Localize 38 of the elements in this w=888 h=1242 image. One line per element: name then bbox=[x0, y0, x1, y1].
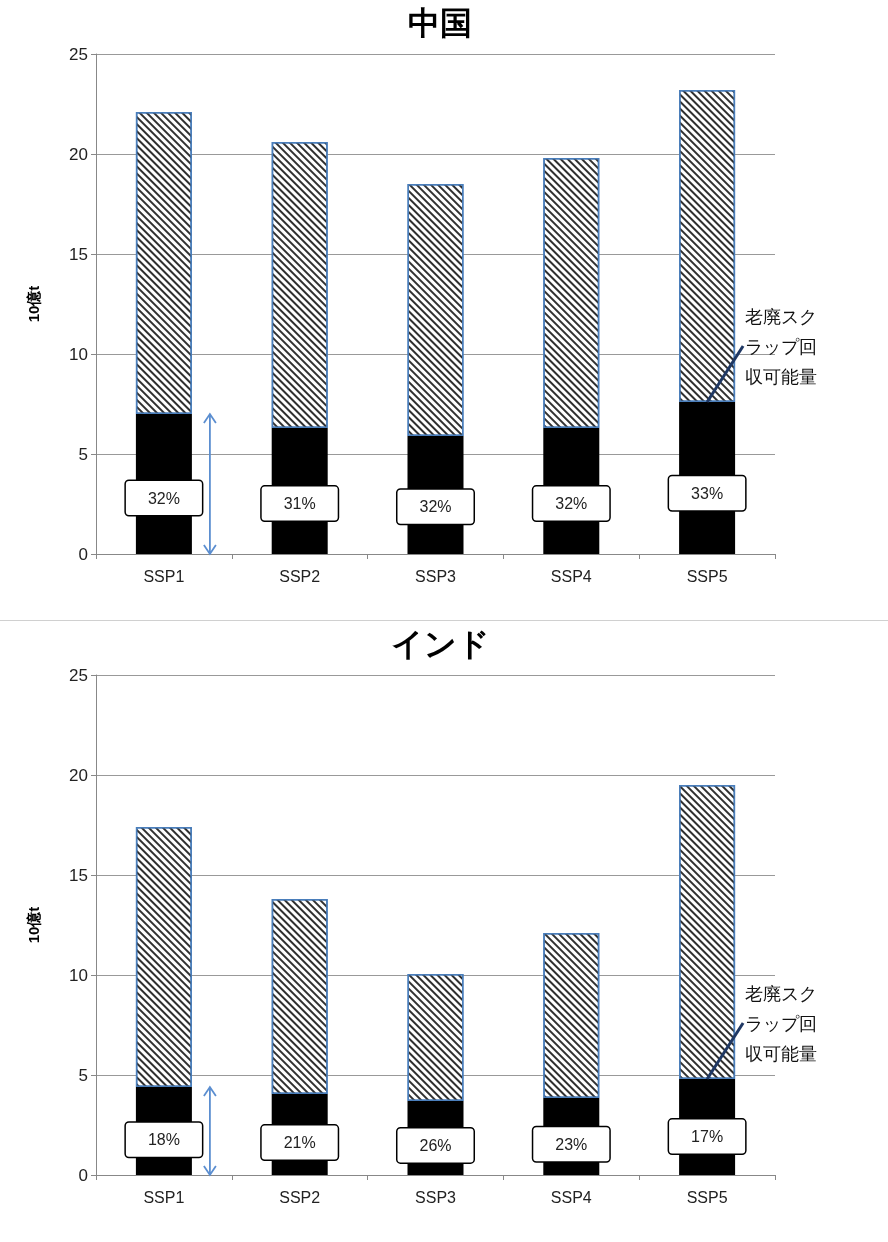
x-tick-label: SSP4 bbox=[550, 567, 592, 585]
x-tick-label: SSP1 bbox=[143, 1188, 185, 1206]
y-tick-label: 20 bbox=[69, 765, 88, 785]
annotation: 32% bbox=[555, 495, 588, 513]
annotation: 31% bbox=[283, 495, 316, 513]
y-tick-label: 5 bbox=[78, 444, 88, 464]
y-tick-label: 5 bbox=[78, 1065, 88, 1085]
x-tick-label: SSP2 bbox=[279, 567, 321, 585]
x-tick-label: SSP2 bbox=[279, 1188, 321, 1206]
annotation: 老廃スクラップ回収可能量 bbox=[745, 307, 818, 387]
x-tick-label: SSP5 bbox=[686, 1188, 728, 1206]
y-tick-label: 20 bbox=[69, 144, 88, 164]
y-tick-label: 10 bbox=[69, 965, 88, 985]
y-tick-label: 0 bbox=[78, 544, 88, 564]
y-tick-label: 0 bbox=[78, 1165, 88, 1185]
x-tick-label: SSP3 bbox=[415, 567, 457, 585]
y-tick-label: 25 bbox=[69, 665, 88, 685]
x-tick-label: SSP3 bbox=[415, 1188, 457, 1206]
annotation: 18% bbox=[147, 1131, 180, 1149]
y-tick-label: 10 bbox=[69, 344, 88, 364]
annotation: 32% bbox=[147, 489, 180, 507]
annotation: 26% bbox=[419, 1136, 452, 1154]
annotation: 33% bbox=[691, 484, 724, 502]
annotation: 23% bbox=[555, 1135, 588, 1153]
annotation: 21% bbox=[283, 1134, 316, 1152]
x-tick-label: SSP1 bbox=[143, 567, 185, 585]
y-tick-label: 15 bbox=[69, 244, 88, 264]
annotation: 32% bbox=[419, 498, 452, 516]
chart-title: インド bbox=[390, 626, 490, 662]
x-tick-label: SSP5 bbox=[686, 567, 728, 585]
y-tick-label: 25 bbox=[69, 44, 88, 64]
x-tick-label: SSP4 bbox=[550, 1188, 592, 1206]
annotation: 老廃スクラップ回収可能量 bbox=[745, 984, 818, 1064]
y-axis-title: 10億t bbox=[25, 285, 42, 323]
y-tick-label: 15 bbox=[69, 865, 88, 885]
chart-title: 中国 bbox=[408, 5, 472, 41]
y-axis-title: 10億t bbox=[25, 906, 42, 944]
annotation: 17% bbox=[691, 1128, 724, 1146]
